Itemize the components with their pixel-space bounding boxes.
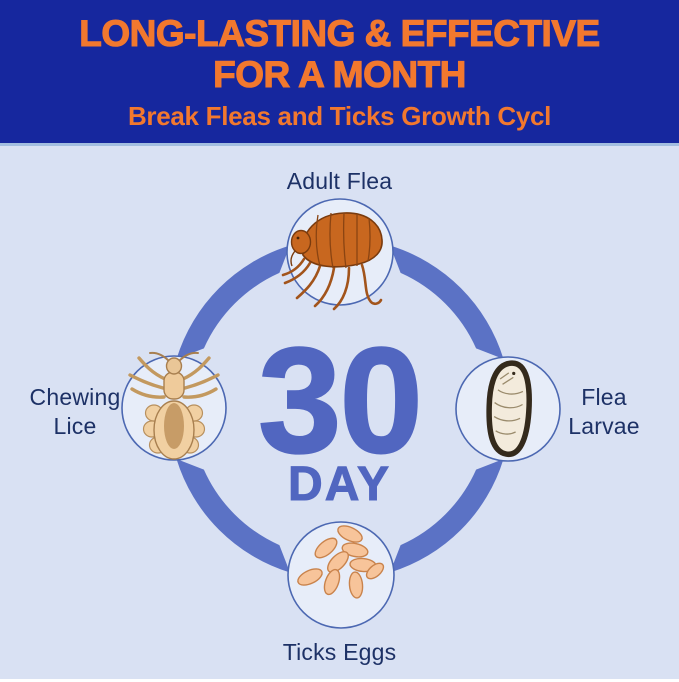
lice-icon: [128, 351, 220, 460]
banner-title-line2: FOR A MONTH: [213, 54, 467, 96]
node-circle-ticks-eggs: [287, 521, 395, 629]
cycle-ring: [176, 245, 504, 573]
cycle-center-number: 30: [257, 316, 424, 484]
arc-bottom-left: [176, 459, 290, 573]
cycle-diagram-graphic: [121, 198, 561, 629]
eggs-icon: [297, 525, 385, 599]
arc-top-left: [176, 245, 290, 359]
banner: LONG-LASTING & EFFECTIVE FOR A MONTH Bre…: [0, 0, 679, 146]
node-label-flea-larvae: Flea Larvae: [568, 384, 640, 439]
node-label-adult-flea: Adult Flea: [286, 168, 393, 194]
cycle-center-unit: DAY: [288, 458, 391, 511]
node-label-chewing-lice: Chewing Lice: [29, 384, 121, 439]
arc-bottom-right: [390, 459, 504, 573]
arc-top-right: [390, 245, 504, 359]
node-label-ticks-eggs: Ticks Eggs: [282, 639, 397, 665]
larva-icon: [486, 360, 532, 457]
banner-title-line1: LONG-LASTING & EFFECTIVE: [79, 12, 601, 54]
flea-icon: [281, 212, 383, 311]
banner-subtitle: Break Fleas and Ticks Growth Cycl: [127, 100, 552, 131]
cycle-diagram: 30 DAY Adult Flea Flea Larvae Ticks Eggs…: [0, 149, 679, 679]
